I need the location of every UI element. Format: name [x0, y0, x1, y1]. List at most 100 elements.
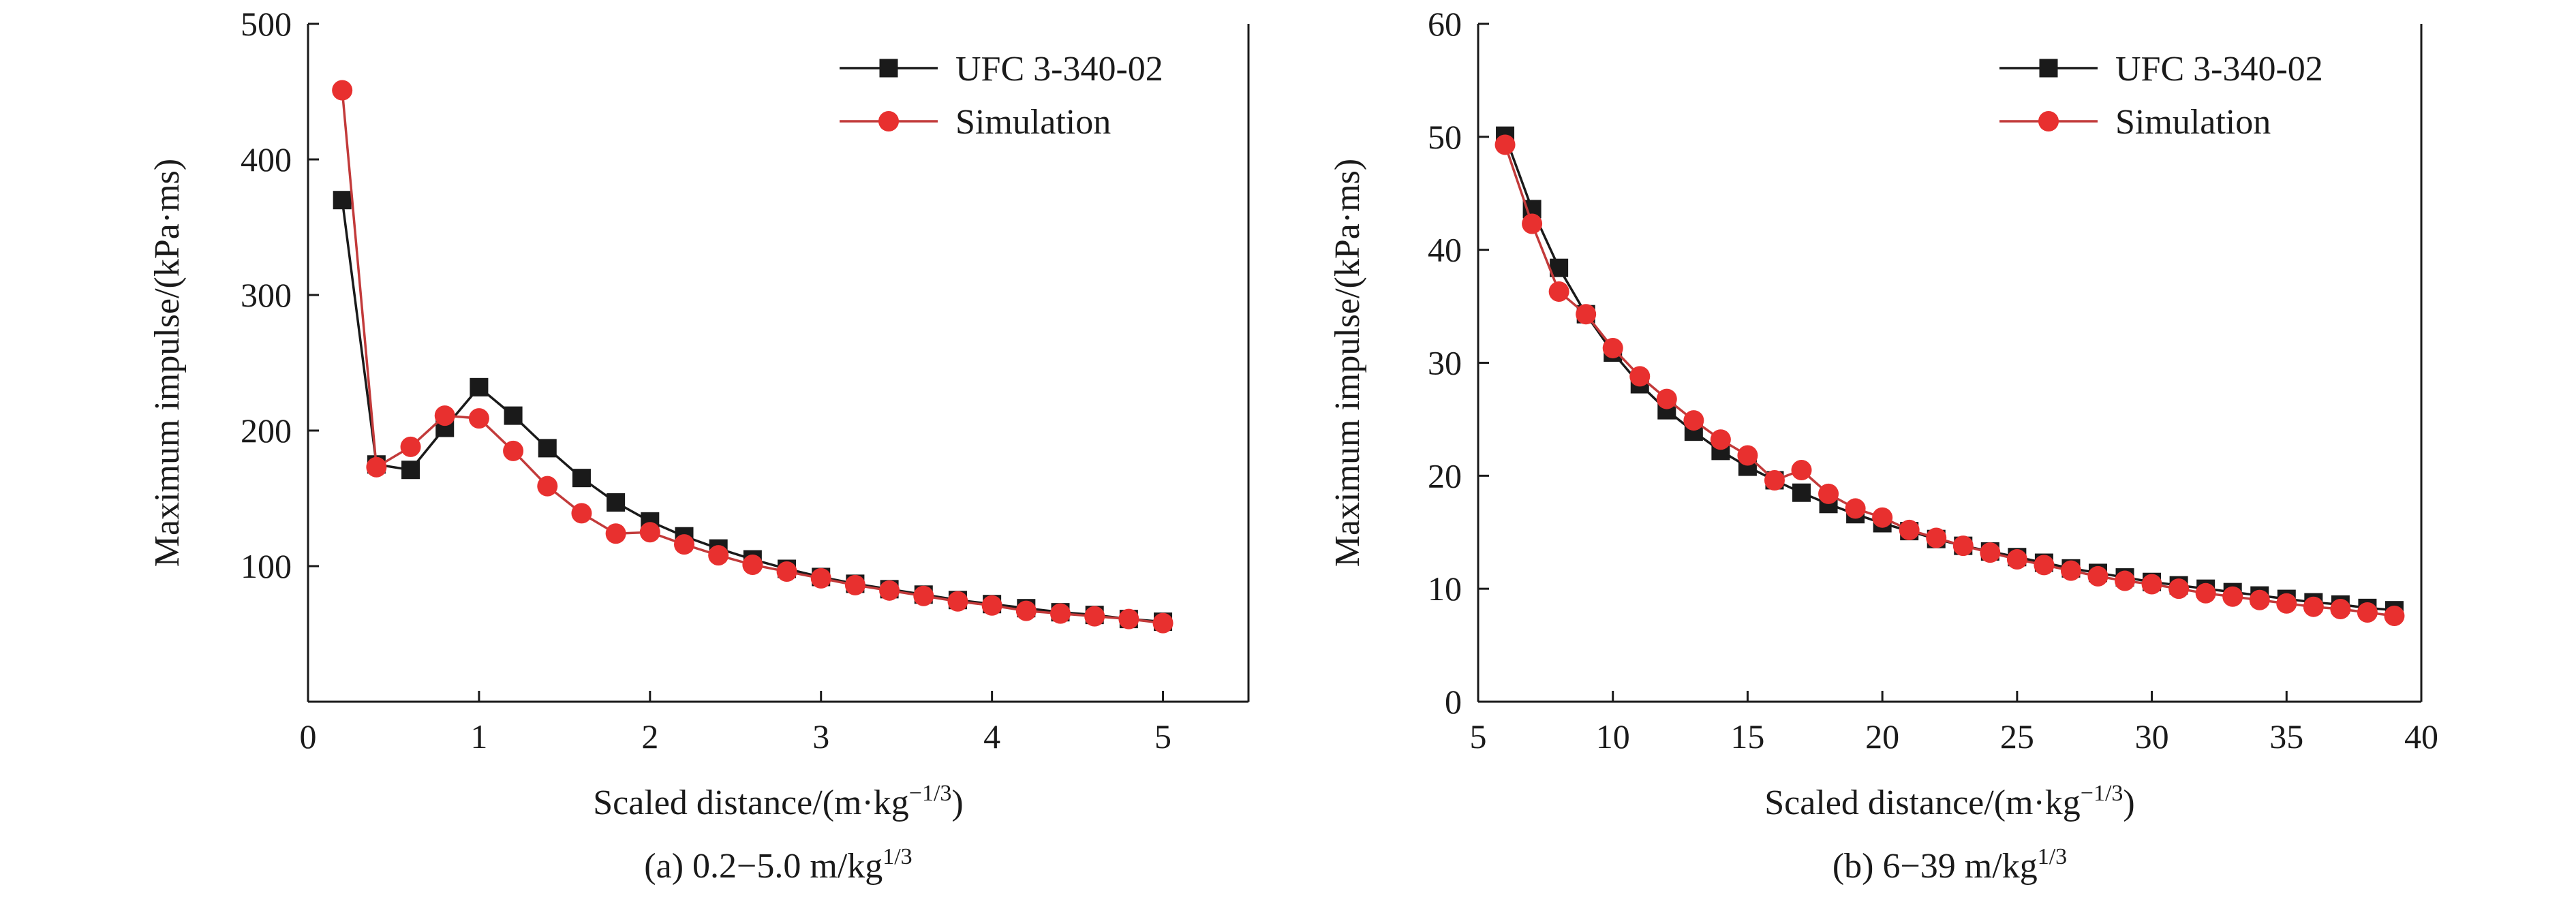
y-tick-label: 20	[1428, 456, 1462, 495]
simulation-point	[1576, 304, 1597, 325]
y-tick-label: 10	[1428, 570, 1462, 608]
ufc-point	[504, 406, 523, 425]
ufc-point	[572, 469, 591, 488]
simulation-point	[913, 585, 934, 606]
simulation-point	[400, 436, 421, 457]
simulation-point	[639, 522, 660, 543]
simulation-point	[2006, 549, 2027, 570]
x-tick-label: 3	[812, 717, 829, 756]
panel-a: 0 1 2 3 4 5 100 200 300 400 500 Scaled distance/(m·…	[148, 5, 1250, 886]
simulation-point	[332, 80, 353, 101]
legend-simulation-label: Simulation	[2115, 103, 2271, 142]
x-tick-label: 5	[1470, 717, 1487, 756]
y-tick-label: 50	[1428, 118, 1462, 156]
ufc-point	[607, 493, 626, 512]
simulation-point	[503, 440, 524, 461]
simulation-point	[1791, 460, 1812, 481]
simulation-point	[776, 561, 797, 582]
simulation-point	[844, 574, 865, 595]
simulation-series-line	[1503, 144, 2395, 617]
panel-b: 5 10 15 20 25 30 35 40 0 10 20 30 40 50 60 Scaled dista…	[1328, 5, 2438, 886]
simulation-point	[1656, 388, 1677, 409]
simulation-point	[2330, 599, 2351, 620]
legend-simulation-label: Simulation	[955, 103, 1111, 142]
simulation-point	[1818, 483, 1839, 504]
simulation-point	[1548, 281, 1569, 302]
panel-caption: (b) 6−39 m/kg1/3	[1833, 844, 2067, 886]
simulation-point	[708, 545, 729, 566]
y-axis-label: Maximum impulse/(kPa·ms)	[148, 159, 187, 567]
simulation-point	[1522, 213, 1543, 234]
simulation-point	[1872, 507, 1893, 528]
ufc-point	[401, 461, 420, 480]
simulation-point	[1015, 600, 1037, 621]
x-tick-label: 20	[1865, 717, 1899, 756]
simulation-point	[2384, 605, 2405, 626]
simulation-point	[742, 555, 763, 576]
simulation-point	[571, 503, 592, 524]
simulation-point	[1084, 606, 1105, 627]
x-tick-label: 15	[1730, 717, 1764, 756]
simulation-point	[1980, 542, 2001, 563]
simulation-point	[2141, 574, 2162, 595]
simulation-point	[2276, 593, 2297, 614]
simulation-point	[605, 523, 626, 544]
y-tick-label: 30	[1428, 344, 1462, 382]
legend-simulation-marker	[878, 111, 899, 131]
y-tick-label: 200	[241, 411, 292, 450]
simulation-point	[2249, 589, 2270, 610]
simulation-point	[2303, 596, 2324, 617]
simulation-point	[2060, 560, 2081, 581]
legend-ufc-label: UFC 3-340-02	[2115, 50, 2323, 89]
x-tick-label: 40	[2404, 717, 2438, 756]
y-tick-label: 40	[1428, 231, 1462, 269]
y-tick-label: 400	[241, 140, 292, 178]
simulation-point	[1845, 498, 1866, 519]
simulation-point	[1152, 612, 1174, 634]
x-tick-label: 0	[300, 717, 317, 756]
y-tick-label: 0	[1445, 683, 1462, 721]
simulation-point	[1118, 608, 1139, 629]
x-tick-label: 2	[641, 717, 658, 756]
simulation-point	[1764, 469, 1785, 491]
simulation-point	[434, 405, 455, 426]
legend-ufc-label: UFC 3-340-02	[955, 50, 1163, 89]
x-axis-label: Scaled distance/(m·kg−1/3)	[1764, 781, 2134, 822]
simulation-point	[674, 534, 694, 555]
legend: UFC 3-340-02 Simulation	[1999, 50, 2323, 142]
simulation-point	[1683, 410, 1704, 431]
y-tick-label: 500	[241, 5, 292, 43]
simulation-point	[1926, 527, 1947, 548]
y-axis-label: Maximum impulse/(kPa·ms)	[1328, 159, 1367, 567]
simulation-point	[1050, 603, 1071, 624]
simulation-point	[2222, 586, 2243, 607]
simulation-point	[1710, 429, 1731, 450]
simulation-point	[2168, 578, 2190, 600]
x-axis-label: Scaled distance/(m·kg−1/3)	[593, 781, 963, 822]
simulation-point	[2195, 582, 2216, 604]
simulation-point	[1629, 366, 1651, 387]
ufc-point	[1792, 483, 1811, 502]
x-tick-label: 35	[2269, 717, 2303, 756]
legend: UFC 3-340-02 Simulation	[840, 50, 1163, 142]
simulation-point	[1899, 519, 1920, 540]
legend-ufc-marker	[879, 59, 898, 78]
simulation-series-line	[341, 90, 1163, 625]
legend-ufc-marker	[2039, 59, 2058, 78]
simulation-point	[1494, 134, 1516, 155]
x-tick-label: 1	[470, 717, 487, 756]
x-tick-label: 30	[2135, 717, 2169, 756]
simulation-point	[537, 476, 558, 497]
simulation-point	[2087, 565, 2109, 587]
ufc-point	[538, 439, 557, 458]
simulation-point	[1737, 445, 1758, 466]
x-tick-label: 5	[1154, 717, 1171, 756]
simulation-point	[2357, 602, 2378, 623]
simulation-point	[2115, 570, 2136, 591]
simulation-point	[468, 408, 489, 429]
panel-caption: (a) 0.2−5.0 m/kg1/3	[644, 844, 912, 886]
legend-simulation-marker	[2038, 111, 2059, 131]
y-tick-label: 100	[241, 547, 292, 585]
simulation-point	[366, 456, 387, 478]
